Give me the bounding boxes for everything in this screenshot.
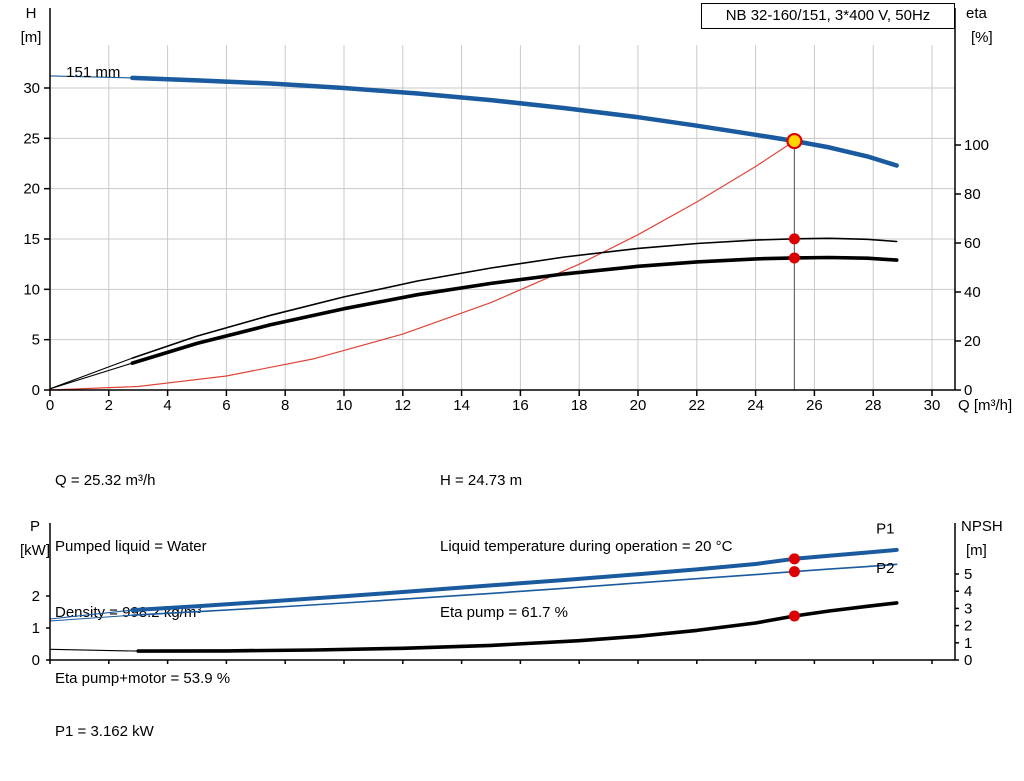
y-left-tick-label: 10 <box>23 281 40 298</box>
x-tick-label: 30 <box>924 397 941 414</box>
x-tick-label: 12 <box>394 397 411 414</box>
qh-eta-chart: 0 2 4 6 8 10 12 14 16 18 20 22 24 26 28 300510152025300… <box>21 5 1013 414</box>
x-tick-label: 26 <box>806 397 823 414</box>
y-right-axis-title: [m] <box>966 542 987 559</box>
duty-info-column-1: Q = 25.32 m³/h Pumped liquid = Water Den… <box>55 426 230 734</box>
y-left-axis-title: [kW] <box>20 542 50 559</box>
y-right-tick-label: 1 <box>964 635 972 652</box>
x-tick-label: 20 <box>630 397 647 414</box>
y-left-tick-label: 0 <box>32 652 40 669</box>
y-right-tick-label: 3 <box>964 600 972 617</box>
y-left-tick-label: 2 <box>32 588 40 605</box>
y-left-tick-label: 15 <box>23 231 40 248</box>
curve-label: 151 mm <box>66 64 120 81</box>
eta-pump-curve-lead <box>49 357 133 390</box>
y-left-tick-label: 5 <box>32 332 40 349</box>
duty-point-eta-pump <box>788 233 800 245</box>
duty-point-npsh <box>788 610 800 622</box>
x-tick-label: 18 <box>571 397 588 414</box>
y-right-tick-label: 5 <box>964 566 972 583</box>
y-right-axis-title: NPSH <box>961 518 1003 535</box>
chart-title-box: NB 32-160/151, 3*400 V, 50Hz <box>701 3 955 29</box>
info-p1: P1 = 3.162 kW <box>55 723 154 740</box>
y-right-axis-title: eta <box>966 5 988 22</box>
power-info-block: P1 = 3.162 kW P2 = 2.762 kW NPSH = 2.56 … <box>55 677 397 781</box>
y-left-axis-title: [m] <box>21 29 42 46</box>
y-right-tick-label: 80 <box>964 186 981 203</box>
y-right-tick-label: 20 <box>964 333 981 350</box>
x-tick-label: 0 <box>46 397 54 414</box>
y-left-axis-title: H <box>26 5 37 22</box>
x-tick-label: 2 <box>105 397 113 414</box>
info-eta-pump: Eta pump = 61.7 % <box>440 604 568 621</box>
p2-curve-lead <box>49 614 133 622</box>
x-tick-label: 14 <box>453 397 470 414</box>
y-right-tick-label: 100 <box>964 137 989 154</box>
head-curve-lead <box>49 75 133 79</box>
y-right-tick-label: 2 <box>964 618 972 635</box>
duty-point-p1 <box>788 553 800 565</box>
x-tick-label: 24 <box>747 397 764 414</box>
npsh-curve-lead <box>49 648 139 652</box>
duty-point-eta-pump-motor <box>788 252 800 264</box>
y-right-tick-label: 0 <box>964 382 972 399</box>
eta-pump-motor-curve <box>130 255 899 365</box>
duty-info-column-2: H = 24.73 m Liquid temperature during op… <box>440 426 732 668</box>
x-axis-title: Q [m³/h] <box>958 397 1012 414</box>
y-right-axis-title: [%] <box>971 29 993 46</box>
y-right-tick-label: 0 <box>964 652 972 669</box>
curve-label: P1 <box>876 521 894 538</box>
y-left-tick-label: 30 <box>23 80 40 97</box>
chart-title: NB 32-160/151, 3*400 V, 50Hz <box>725 7 931 24</box>
system-curve <box>49 140 795 391</box>
p2-curve <box>131 563 898 616</box>
duty-point-p2 <box>788 566 800 578</box>
info-q: Q = 25.32 m³/h <box>55 472 156 489</box>
head-curve <box>130 75 899 168</box>
eta-pump-motor-curve-lead <box>49 362 133 390</box>
x-tick-label: 10 <box>336 397 353 414</box>
y-right-tick-label: 4 <box>964 583 972 600</box>
info-pumped-liquid: Pumped liquid = Water <box>55 538 207 555</box>
x-tick-label: 8 <box>281 397 289 414</box>
duty-point-head <box>786 132 803 150</box>
y-left-tick-label: 25 <box>23 130 40 147</box>
eta-pump-curve <box>131 237 898 359</box>
info-liquid-temperature: Liquid temperature during operation = 20… <box>440 538 733 555</box>
y-left-tick-label: 1 <box>32 620 40 637</box>
y-left-axis-title: P <box>30 518 40 535</box>
y-left-tick-label: 0 <box>32 382 40 399</box>
info-h: H = 24.73 m <box>440 472 523 489</box>
p1-curve <box>130 547 899 613</box>
x-tick-label: 22 <box>688 397 705 414</box>
x-tick-label: 6 <box>222 397 230 414</box>
info-eta-pump-motor: Eta pump+motor = 53.9 % <box>55 670 231 687</box>
y-right-tick-label: 40 <box>964 284 981 301</box>
x-tick-label: 4 <box>163 397 171 414</box>
p1-curve-lead <box>49 609 133 620</box>
y-left-tick-label: 20 <box>23 181 40 198</box>
x-tick-label: 28 <box>865 397 882 414</box>
y-right-tick-label: 60 <box>964 235 981 252</box>
curve-label: P2 <box>876 560 894 577</box>
npsh-curve <box>136 601 899 653</box>
x-tick-label: 16 <box>512 397 529 414</box>
